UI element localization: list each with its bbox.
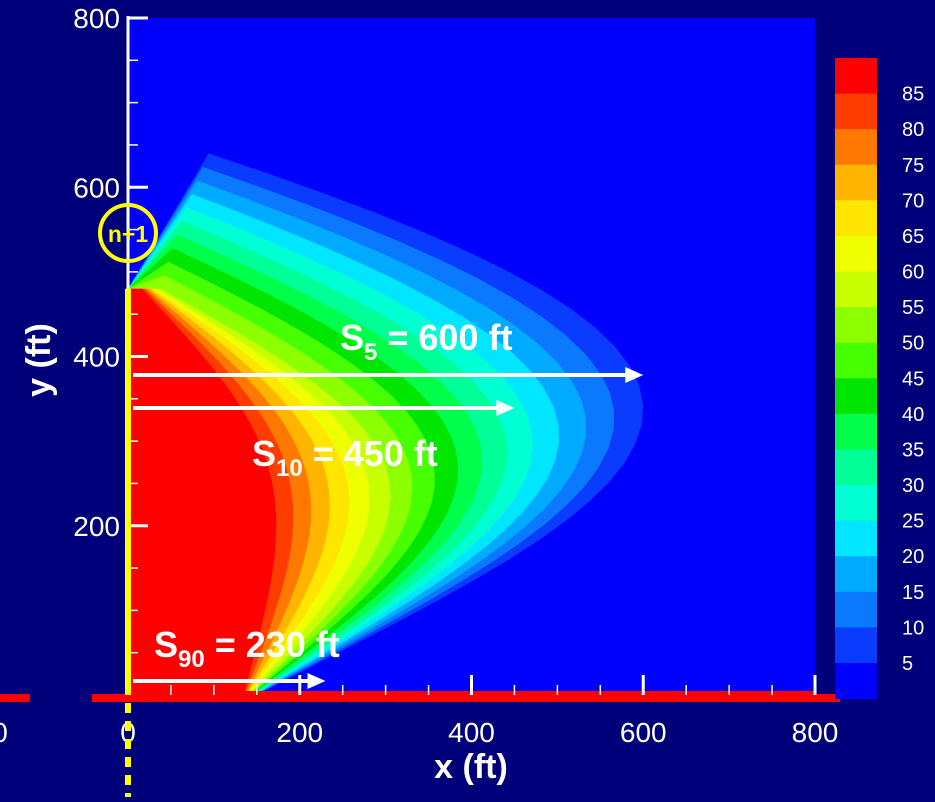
colorbar-band (835, 129, 877, 166)
annotation-group: n+1 S5 = 600 ft S10 = 450 ft S90 = 230 ft (98, 203, 644, 797)
colorbar-label: 65 (902, 226, 924, 248)
colorbar-band (835, 200, 877, 237)
y-tick-label: 600 (73, 172, 120, 203)
colorbar-label: 70 (902, 190, 924, 212)
y-tick-label: 800 (73, 3, 120, 34)
colorbar-band (835, 58, 877, 95)
marker-circle (98, 203, 158, 263)
annotation-s5: S5 = 600 ft (340, 317, 512, 366)
x-axis-title: x (ft) (434, 748, 508, 786)
x-tick-label: 400 (448, 717, 495, 748)
annotation-s90: S90 = 230 ft (154, 624, 340, 673)
colorbar-label: 50 (902, 333, 924, 355)
colorbar-label: 35 (902, 439, 924, 461)
colorbar-label: 20 (902, 546, 924, 568)
x-tick-label: 0 (120, 717, 136, 748)
y-tick-label: 200 (73, 511, 120, 542)
colorbar-band (835, 413, 877, 450)
colorbar-band (835, 449, 877, 486)
colorbar-label: 15 (902, 582, 924, 604)
colorbar-band (835, 342, 877, 379)
colorbar-band (835, 591, 877, 628)
arrow-head-s90 (307, 673, 326, 689)
colorbar-label: 60 (902, 262, 924, 284)
colorbar-band (835, 627, 877, 664)
marker-circle-label: n+1 (108, 221, 148, 247)
colorbar-label: 80 (902, 119, 924, 141)
contour-band (128, 288, 322, 695)
colorbar-label: 25 (902, 511, 924, 533)
arrow-head-s10 (496, 400, 515, 416)
colorbar-label: 85 (902, 84, 924, 106)
colorbar-label: 5 (902, 653, 913, 675)
annotation-s10: S10 = 450 ft (252, 433, 438, 482)
colorbar-band (835, 485, 877, 522)
x-tick-label-left: 0 (0, 717, 8, 748)
y-axis-title: y (ft) (20, 323, 58, 397)
colorbar-band (835, 378, 877, 415)
x-tick-label: 200 (276, 717, 323, 748)
x-tick-label: 600 (620, 717, 667, 748)
y-tick-label: 400 (73, 342, 120, 373)
contour-fill-group (128, 153, 644, 695)
colorbar-label: 30 (902, 475, 924, 497)
colorbar-band (835, 663, 877, 700)
colorbar-label: 75 (902, 155, 924, 177)
colorbar-band (835, 271, 877, 308)
arrow-head-s5 (625, 367, 644, 383)
colorbar: 85 80 75 70 65 60 55 50 45 40 35 30 25 20 15 10 5 (835, 58, 924, 700)
colorbar-band (835, 307, 877, 344)
colorbar-label: 55 (902, 297, 924, 319)
colorbar-label: 45 (902, 368, 924, 390)
colorbar-band (835, 235, 877, 273)
colorbar-band (835, 556, 877, 593)
colorbar-label: 10 (902, 617, 924, 639)
x-tick-label: 800 (792, 717, 839, 748)
colorbar-label: 40 (902, 404, 924, 426)
colorbar-band (835, 93, 877, 130)
colorbar-band (835, 520, 877, 557)
colorbar-band (835, 164, 877, 201)
